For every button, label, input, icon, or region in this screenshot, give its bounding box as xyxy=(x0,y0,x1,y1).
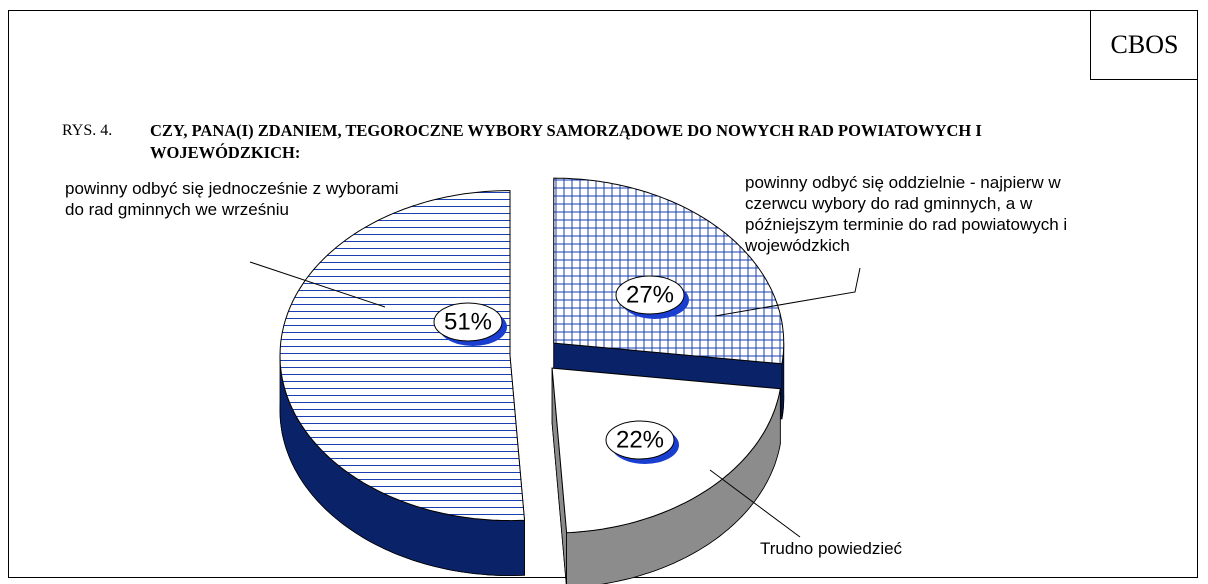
label-bubble xyxy=(615,275,685,315)
category-label: powinny odbyć się jednocześnie z wyboram… xyxy=(65,179,399,219)
value-label: 22% xyxy=(616,426,664,453)
value-label: 27% xyxy=(626,281,674,308)
category-label: Trudno powiedzieć xyxy=(760,539,903,558)
figure-label: RYS. 4. xyxy=(62,122,113,139)
pie-slice xyxy=(279,190,526,522)
leader-line xyxy=(714,267,861,317)
leader-line xyxy=(249,261,386,308)
chart-title: CZY, PANA(I) ZDANIEM, TEGOROCZNE WYBORY … xyxy=(150,121,982,162)
leader-line xyxy=(709,469,801,538)
source: CBOS xyxy=(1090,10,1198,80)
pie-slice xyxy=(553,177,785,365)
label-bubble xyxy=(605,420,675,460)
value-label: 51% xyxy=(444,308,492,335)
category-label: powinny odbyć się oddzielnie - najpierw … xyxy=(745,173,1068,255)
label-bubble xyxy=(433,302,503,342)
